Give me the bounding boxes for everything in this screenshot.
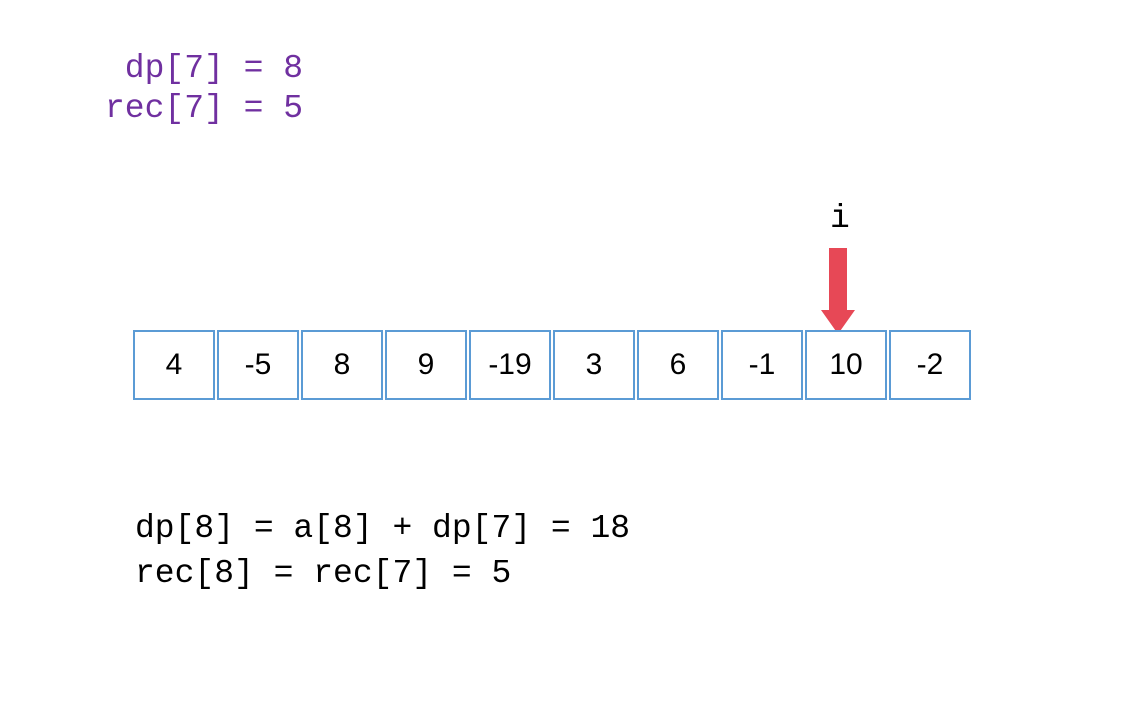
code-line-top-1: rec[7] = 5 xyxy=(105,90,303,127)
array-cell-7: -1 xyxy=(721,330,803,400)
array-cell-4: -19 xyxy=(469,330,551,400)
pointer-arrow-icon xyxy=(821,248,855,334)
code-line-bottom-0: dp[8] = a[8] + dp[7] = 18 xyxy=(135,510,630,547)
array-row: 4-589-1936-110-2 xyxy=(133,330,971,400)
code-line-top-0: dp[7] = 8 xyxy=(105,50,303,87)
array-cell-2: 8 xyxy=(301,330,383,400)
array-cell-3: 9 xyxy=(385,330,467,400)
pointer-label: i xyxy=(830,200,850,237)
array-cell-0: 4 xyxy=(133,330,215,400)
code-line-bottom-1: rec[8] = rec[7] = 5 xyxy=(135,555,511,592)
array-cell-6: 6 xyxy=(637,330,719,400)
array-cell-1: -5 xyxy=(217,330,299,400)
array-cell-8: 10 xyxy=(805,330,887,400)
array-cell-5: 3 xyxy=(553,330,635,400)
array-cell-9: -2 xyxy=(889,330,971,400)
